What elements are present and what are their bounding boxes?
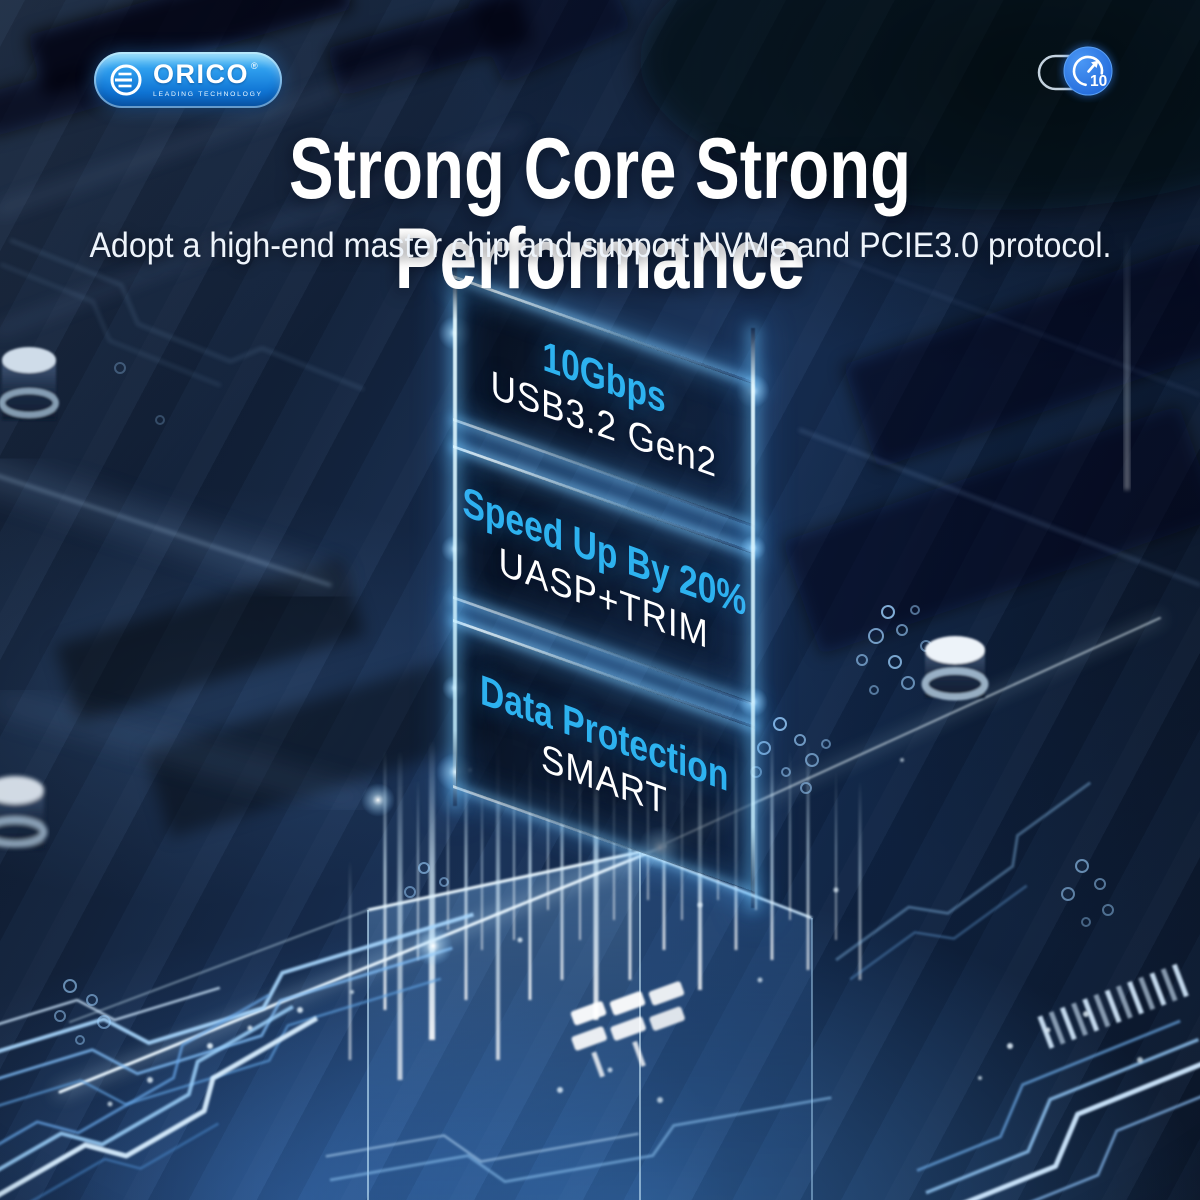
connector-blocks	[570, 981, 685, 1078]
brand-name: ORICO	[153, 59, 250, 90]
holographic-cube	[367, 850, 813, 1200]
traces-bottom-right	[916, 1019, 1200, 1200]
traces-under-cube	[325, 1096, 832, 1184]
feature-subline: UASP+TRIM	[499, 539, 709, 658]
page-title: Strong Core Strong Performance	[0, 124, 1200, 305]
traces-upper-left	[0, 238, 365, 391]
traces-right-mid	[835, 781, 1092, 981]
feature-subline: SMART	[540, 736, 668, 825]
feature-headline: 10Gbps	[542, 332, 666, 423]
traces-bottom-left-corner	[0, 993, 319, 1200]
brand-logo-icon	[110, 64, 142, 96]
feature-subline: USB3.2 Gen2	[490, 363, 718, 487]
brand-logo: ORICO ® LEADING TECHNOLOGY	[94, 52, 282, 108]
ic-pin-row	[1037, 963, 1189, 1049]
dark-chip-shadows	[0, 0, 1200, 838]
page-title-text: Strong Core Strong Performance	[288, 121, 912, 308]
edge-flares	[361, 316, 771, 966]
standoff-post-bottom-left	[0, 776, 48, 848]
page-subtitle: Adopt a high-end master chip and support…	[0, 224, 1200, 268]
feature-panel-protection: Data Protection SMART	[456, 622, 752, 892]
brand-tagline: LEADING TECHNOLOGY	[153, 91, 263, 99]
light-pillars	[348, 720, 862, 1080]
feature-headline: Speed Up By 20%	[462, 477, 746, 626]
board-highlights	[0, 53, 1200, 809]
solder-ring-pads	[54, 362, 1114, 1045]
feature-panel-bandwidth: 10Gbps USB3.2 Gen2	[456, 278, 752, 525]
speed-badge-value: 10	[1090, 73, 1107, 90]
page-subtitle-text: Adopt a high-end master chip and support…	[88, 226, 1112, 265]
panel-edge-glow-right	[751, 328, 755, 908]
panel-edge-glow-left	[453, 266, 457, 806]
registered-mark: ®	[251, 61, 258, 72]
standoff-post-left	[0, 347, 59, 420]
speedometer-icon: 10	[1072, 55, 1107, 90]
bokeh-dots	[107, 758, 1143, 1107]
feature-headline: Data Protection	[479, 665, 729, 801]
speed-gauge-badge: 10	[1037, 45, 1114, 97]
light-streaks	[55, 230, 1164, 1097]
enclosure-outline-icon	[1037, 54, 1101, 91]
feature-panel-speed: Speed Up By 20% UASP+TRIM	[456, 448, 752, 703]
standoff-post-right	[921, 636, 989, 701]
traces-bottom-left-upper	[0, 912, 475, 1111]
